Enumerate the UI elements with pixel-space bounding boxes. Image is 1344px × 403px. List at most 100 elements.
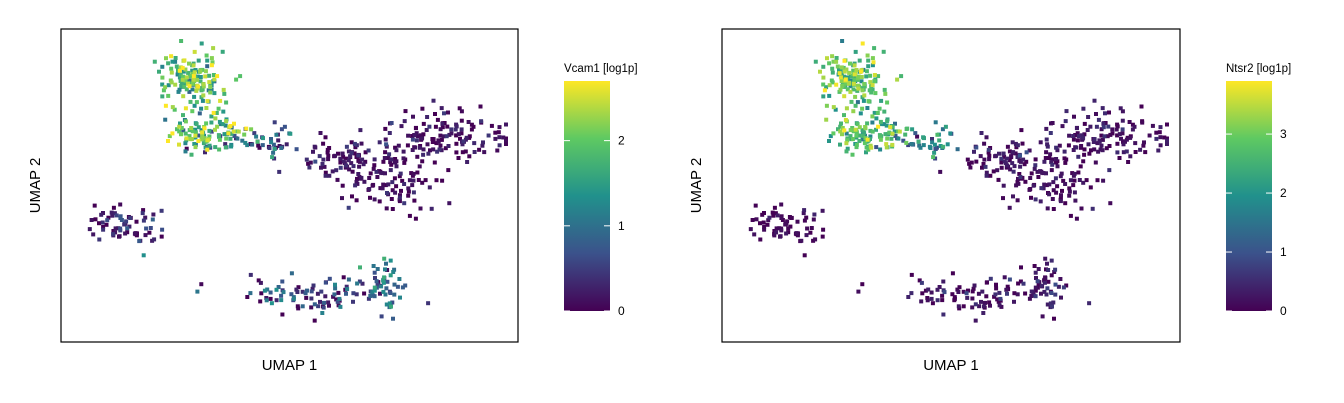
cell-point <box>1029 171 1034 176</box>
cell-point <box>373 276 377 280</box>
cell-point <box>357 279 362 284</box>
cell-point <box>183 131 188 136</box>
cell-point <box>193 130 198 135</box>
cell-point <box>1053 267 1058 272</box>
cell-point <box>1045 261 1049 266</box>
cell-point <box>391 270 396 274</box>
cell-point <box>269 140 274 145</box>
cell-point <box>150 217 155 222</box>
cell-point <box>1008 167 1013 172</box>
cell-point <box>379 170 384 175</box>
cell-point <box>1007 158 1012 163</box>
cell-point <box>125 226 130 231</box>
cell-point <box>984 294 989 299</box>
cell-point <box>927 144 932 149</box>
cell-point <box>938 144 943 148</box>
cell-point <box>811 217 816 222</box>
cell-point <box>1081 159 1086 164</box>
cell-point <box>464 135 469 140</box>
cell-point <box>859 75 864 79</box>
cell-point <box>1096 117 1101 122</box>
cell-point <box>748 227 753 232</box>
cell-point <box>1154 130 1159 135</box>
cell-point <box>360 281 365 286</box>
cell-point <box>203 74 208 79</box>
cell-point <box>872 79 877 84</box>
cell-point <box>478 104 483 109</box>
cell-point <box>319 165 323 170</box>
cell-point <box>295 290 300 294</box>
cell-point <box>879 122 884 127</box>
cell-point <box>942 290 947 295</box>
cell-point <box>300 304 305 309</box>
cell-point <box>181 128 186 133</box>
cell-point <box>855 122 860 127</box>
cell-point <box>159 208 164 213</box>
cell-point <box>383 292 388 297</box>
cell-point <box>426 151 431 156</box>
cell-point <box>402 182 407 186</box>
cell-point <box>932 150 937 155</box>
cell-point <box>885 136 890 141</box>
cell-point <box>189 126 194 130</box>
cell-point <box>855 83 860 88</box>
cell-point <box>399 124 404 129</box>
cell-point <box>965 157 970 162</box>
cell-point <box>762 224 767 229</box>
cell-point <box>385 279 390 284</box>
cell-point <box>394 148 399 153</box>
cell-point <box>418 206 423 211</box>
cell-point <box>1048 131 1053 135</box>
cell-point <box>979 131 984 135</box>
cell-point <box>340 183 345 188</box>
cell-point <box>180 65 185 70</box>
cell-point <box>100 220 105 225</box>
cell-point <box>393 157 398 161</box>
cell-point <box>384 142 389 147</box>
cell-point <box>111 232 116 237</box>
cell-point <box>366 296 371 301</box>
cell-point <box>176 71 181 76</box>
cell-point <box>967 161 972 166</box>
cell-point <box>335 177 340 182</box>
cell-point <box>988 173 993 178</box>
cell-point <box>978 154 983 159</box>
cell-point <box>409 171 414 176</box>
cell-point <box>465 160 470 164</box>
cell-point <box>857 58 862 63</box>
cell-point <box>1010 161 1015 166</box>
cell-point <box>1049 258 1054 263</box>
cell-point <box>1036 267 1041 271</box>
cell-point <box>1067 193 1072 198</box>
cell-point <box>493 130 498 135</box>
cell-point <box>865 53 870 58</box>
cell-point <box>1063 201 1068 206</box>
cell-point <box>179 132 183 137</box>
cell-point <box>371 166 376 171</box>
cell-point <box>774 226 779 231</box>
cell-point <box>847 80 852 85</box>
cell-point <box>320 162 325 166</box>
cell-point <box>1106 124 1111 129</box>
cell-point <box>1012 291 1017 296</box>
cell-point <box>1110 131 1115 136</box>
cell-point <box>893 133 898 138</box>
cell-point <box>193 145 198 150</box>
cell-point <box>346 149 351 154</box>
cell-point <box>467 135 472 140</box>
cell-point <box>860 88 865 93</box>
cell-point <box>843 118 848 122</box>
cell-point <box>1158 125 1163 130</box>
cell-point <box>180 77 185 82</box>
cell-point <box>1115 124 1120 129</box>
cell-point <box>311 149 315 154</box>
cell-point <box>449 127 454 132</box>
cell-point <box>204 121 209 126</box>
cell-point <box>1081 135 1086 140</box>
cell-point <box>321 141 326 146</box>
cell-point <box>383 267 387 272</box>
cell-point <box>374 279 379 284</box>
cell-point <box>987 300 992 305</box>
cell-point <box>327 146 332 150</box>
cell-point <box>1038 169 1043 174</box>
